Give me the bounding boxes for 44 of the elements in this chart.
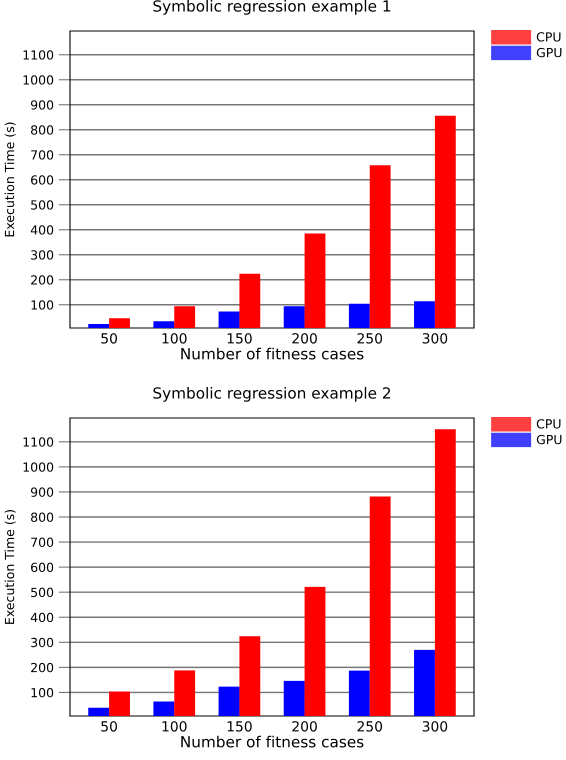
x-tick-label: 150 (228, 721, 252, 732)
y-tick-label: 1000 (24, 462, 54, 472)
y-tick-label: 1000 (24, 75, 54, 85)
y-tick-label: 300 (31, 638, 54, 648)
y-tick-label: 500 (31, 200, 54, 210)
y-tick-label: 1100 (24, 437, 54, 447)
y-tick-label: 600 (31, 562, 54, 572)
x-tick-label: 100 (162, 333, 187, 344)
x-axis-title: Number of fitness cases (181, 348, 364, 360)
x-tick-label: 100 (162, 721, 187, 732)
x-tick-label: 200 (292, 721, 317, 732)
y-tick-label: 100 (32, 688, 54, 698)
x-tick-label: 250 (358, 721, 382, 732)
y-tick-label: 1100 (24, 50, 54, 60)
y-tick-label: 800 (31, 512, 54, 522)
y-tick-label: 600 (31, 175, 54, 185)
x-tick-label: 150 (228, 333, 252, 344)
y-tick-label: 800 (31, 125, 54, 135)
y-tick-label: 400 (30, 612, 54, 622)
x-axis-title: Number of fitness cases (181, 736, 364, 748)
x-tick-label: 300 (422, 333, 448, 344)
y-tick-label: 400 (30, 225, 54, 235)
x-tick-label: 250 (358, 333, 382, 344)
x-tick-label: 300 (422, 721, 448, 732)
y-tick-label: 700 (31, 538, 54, 547)
y-tick-label: 700 (31, 150, 54, 160)
y-tick-label: 200 (31, 275, 54, 285)
y-tick-label: 900 (30, 487, 54, 497)
y-axis-title: Execution Time (s) (4, 122, 16, 236)
x-tick-label: 50 (101, 333, 118, 344)
y-tick-label: 200 (31, 662, 54, 672)
chart-title: Symbolic regression example 2 (153, 386, 390, 402)
legend-label: CPU (536, 419, 560, 429)
y-tick-label: 900 (30, 100, 54, 110)
y-tick-label: 300 (31, 250, 54, 260)
legend-label: CPU (536, 32, 560, 42)
legend-label: GPU (536, 48, 562, 58)
chart-title: Symbolic regression example 1 (153, 0, 390, 15)
y-tick-label: 500 (31, 588, 54, 598)
x-tick-label: 50 (101, 721, 118, 732)
y-tick-label: 100 (32, 300, 54, 310)
x-tick-label: 200 (292, 333, 317, 344)
y-axis-title: Execution Time (s) (4, 510, 16, 624)
legend-label: GPU (536, 434, 562, 444)
